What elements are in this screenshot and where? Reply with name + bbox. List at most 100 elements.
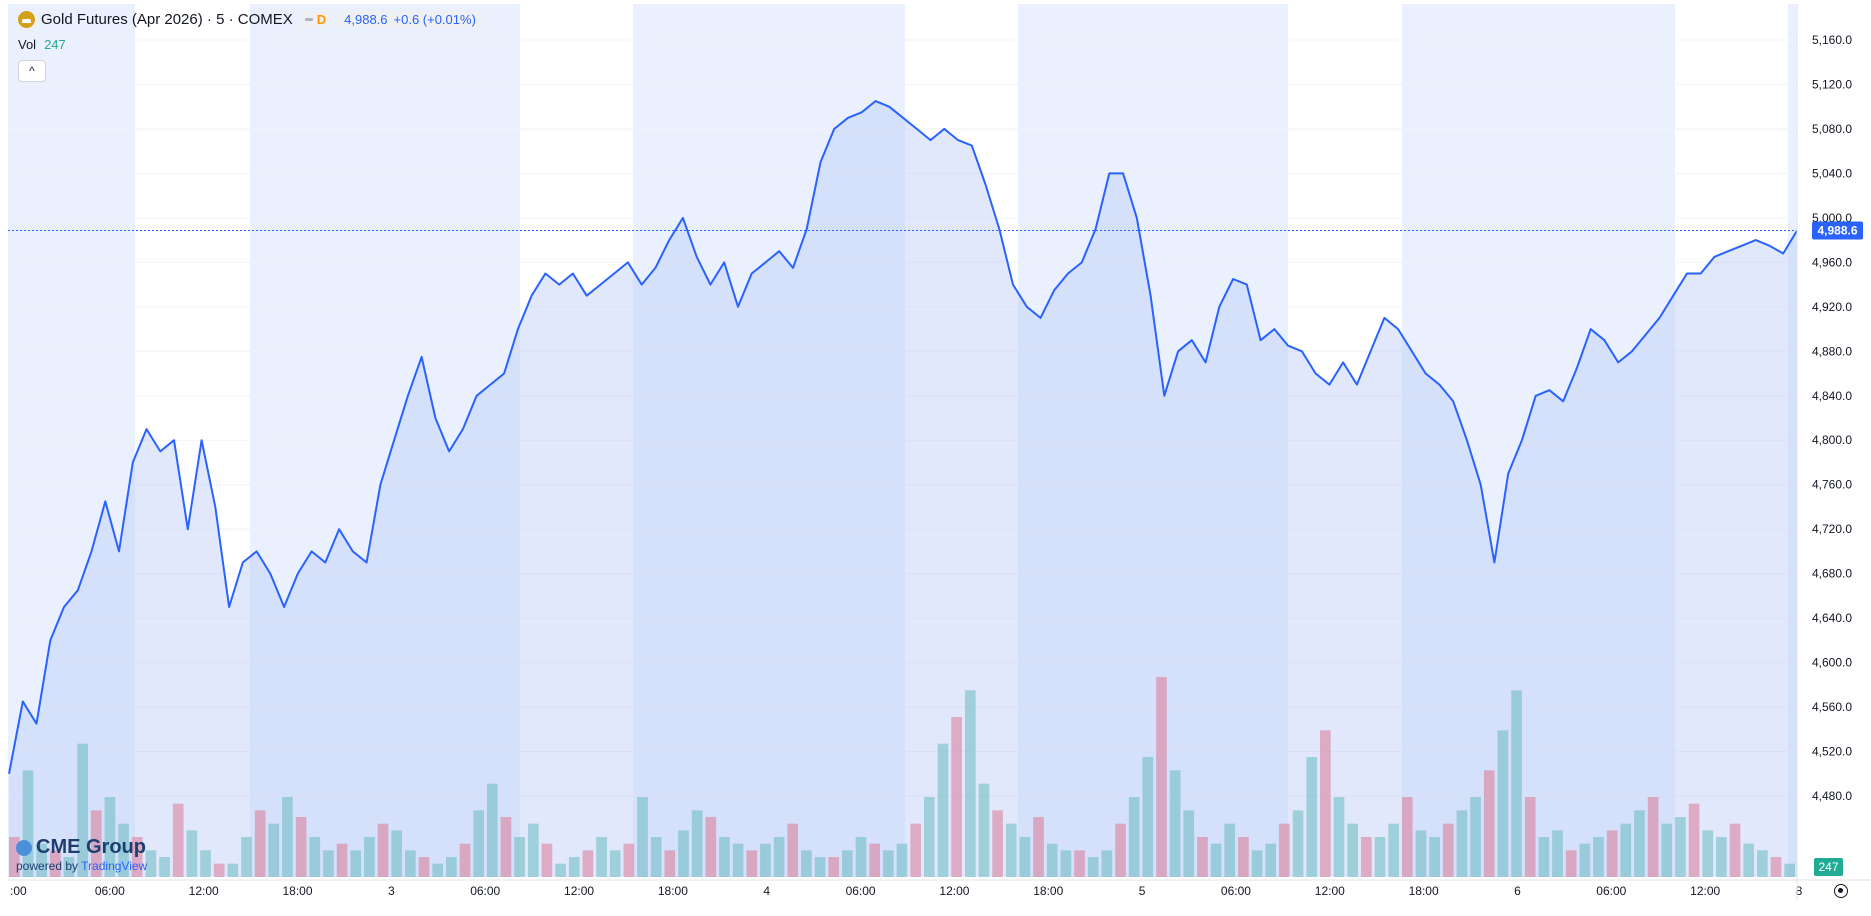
volume-bar	[650, 837, 662, 877]
interval-badge[interactable]: D	[298, 11, 333, 28]
volume-bar	[1374, 837, 1386, 877]
volume-bar	[446, 857, 457, 877]
y-tick-label: 4,640.0	[1812, 611, 1852, 625]
volume-bar	[1579, 843, 1591, 877]
volume-bar	[896, 843, 908, 877]
volume-bar	[1142, 757, 1154, 877]
symbol-title[interactable]: Gold Futures (Apr 2026) · 5 · COMEX	[41, 11, 293, 28]
volume-bar	[855, 837, 867, 877]
price-change: +0.6 (+0.01%)	[393, 12, 476, 27]
y-tick-label: 4,680.0	[1812, 567, 1852, 581]
volume-bar	[705, 817, 717, 877]
x-tick-label: 12:00	[1315, 884, 1345, 898]
volume-bar	[1265, 843, 1277, 877]
x-tick-label: 12:00	[1690, 884, 1720, 898]
volume-bar	[801, 850, 812, 877]
volume-bar	[937, 743, 949, 877]
brand-name: CME Group	[36, 836, 146, 858]
x-tick-label: 06:00	[1221, 884, 1251, 898]
volume-bar	[1552, 830, 1563, 877]
volume-bar	[691, 810, 703, 877]
volume-bar	[1251, 850, 1263, 877]
powered-by-label: powered by	[16, 859, 79, 873]
volume-bar	[541, 843, 553, 877]
y-tick-label: 4,760.0	[1812, 478, 1852, 492]
volume-bar	[77, 743, 88, 877]
y-tick-label: 4,800.0	[1812, 433, 1852, 447]
volume-bar	[623, 843, 635, 877]
x-tick-label: 18:00	[283, 884, 313, 898]
last-price-label: 4,988.6	[1817, 224, 1857, 238]
volume-bar	[910, 823, 921, 877]
volume-bar	[405, 850, 416, 877]
y-tick-label: 4,520.0	[1812, 745, 1852, 759]
y-tick-label: 4,920.0	[1812, 300, 1852, 314]
volume-bar	[1128, 797, 1140, 877]
y-tick-label: 4,840.0	[1812, 389, 1852, 403]
volume-bar	[1620, 823, 1632, 877]
y-tick-label: 4,960.0	[1812, 255, 1852, 269]
volume-bar	[1279, 823, 1290, 877]
volume-bar	[1320, 730, 1331, 877]
volume-bar	[1101, 850, 1113, 877]
volume-bar	[773, 837, 785, 877]
volume-bar	[637, 797, 648, 877]
volume-bar	[350, 850, 362, 877]
chart-legend: Gold Futures (Apr 2026) · 5 · COMEX D 4,…	[18, 11, 482, 28]
volume-bar	[1333, 797, 1345, 877]
y-tick-label: 5,040.0	[1812, 166, 1852, 180]
volume-bar	[1661, 823, 1673, 877]
volume-bar	[568, 857, 580, 877]
volume-bar	[869, 843, 881, 877]
tradingview-link[interactable]: TradingView	[81, 859, 148, 873]
volume-bar	[63, 857, 75, 877]
volume-bar	[1757, 850, 1768, 877]
interval-label: D	[316, 12, 327, 27]
x-tick-label: 4	[763, 884, 770, 898]
y-tick-label: 4,720.0	[1812, 522, 1852, 536]
volume-bar	[1156, 677, 1167, 877]
x-tick-label: 18:00	[658, 884, 688, 898]
y-tick-label: 4,880.0	[1812, 344, 1852, 358]
volume-bar	[883, 850, 894, 877]
volume-bar	[555, 863, 566, 877]
volume-bar	[1606, 830, 1618, 877]
collapse-legend-button[interactable]: ^	[18, 60, 46, 82]
volume-badge	[1814, 858, 1843, 876]
volume-bar	[104, 797, 116, 877]
x-tick-label: 06:00	[95, 884, 125, 898]
volume-bar	[1360, 837, 1372, 877]
volume-bar	[418, 857, 430, 877]
volume-bar	[1511, 690, 1522, 877]
y-tick-label: 4,560.0	[1812, 700, 1852, 714]
chart-settings-icon[interactable]	[1834, 884, 1848, 898]
volume-bar	[732, 843, 744, 877]
cme-group-logo[interactable]: CME Group powered by TradingView	[16, 836, 147, 873]
x-tick-label: 06:00	[470, 884, 500, 898]
x-tick-label: 12:00	[939, 884, 969, 898]
y-tick-label: 4,480.0	[1812, 789, 1852, 803]
volume-bar	[213, 863, 225, 877]
volume-bar	[1593, 837, 1604, 877]
volume-bar	[364, 837, 375, 877]
volume-bar	[1019, 837, 1031, 877]
volume-bar	[1470, 797, 1481, 877]
volume-bar	[391, 830, 403, 877]
volume-bar	[1688, 803, 1700, 877]
y-tick-label: 5,080.0	[1812, 122, 1852, 136]
volume-bar	[1210, 843, 1222, 877]
volume-bar	[1524, 797, 1536, 877]
volume-bar	[1169, 770, 1181, 877]
volume-bar	[227, 863, 239, 877]
volume-bar	[241, 837, 252, 877]
volume-legend: Vol 247	[18, 37, 66, 52]
volume-bar	[746, 850, 758, 877]
volume-bar	[1743, 843, 1755, 877]
volume-bar	[172, 803, 184, 877]
volume-bar	[1033, 817, 1044, 877]
volume-bar	[1347, 823, 1358, 877]
volume-bar	[596, 837, 607, 877]
y-tick-label: 5,160.0	[1812, 33, 1852, 47]
